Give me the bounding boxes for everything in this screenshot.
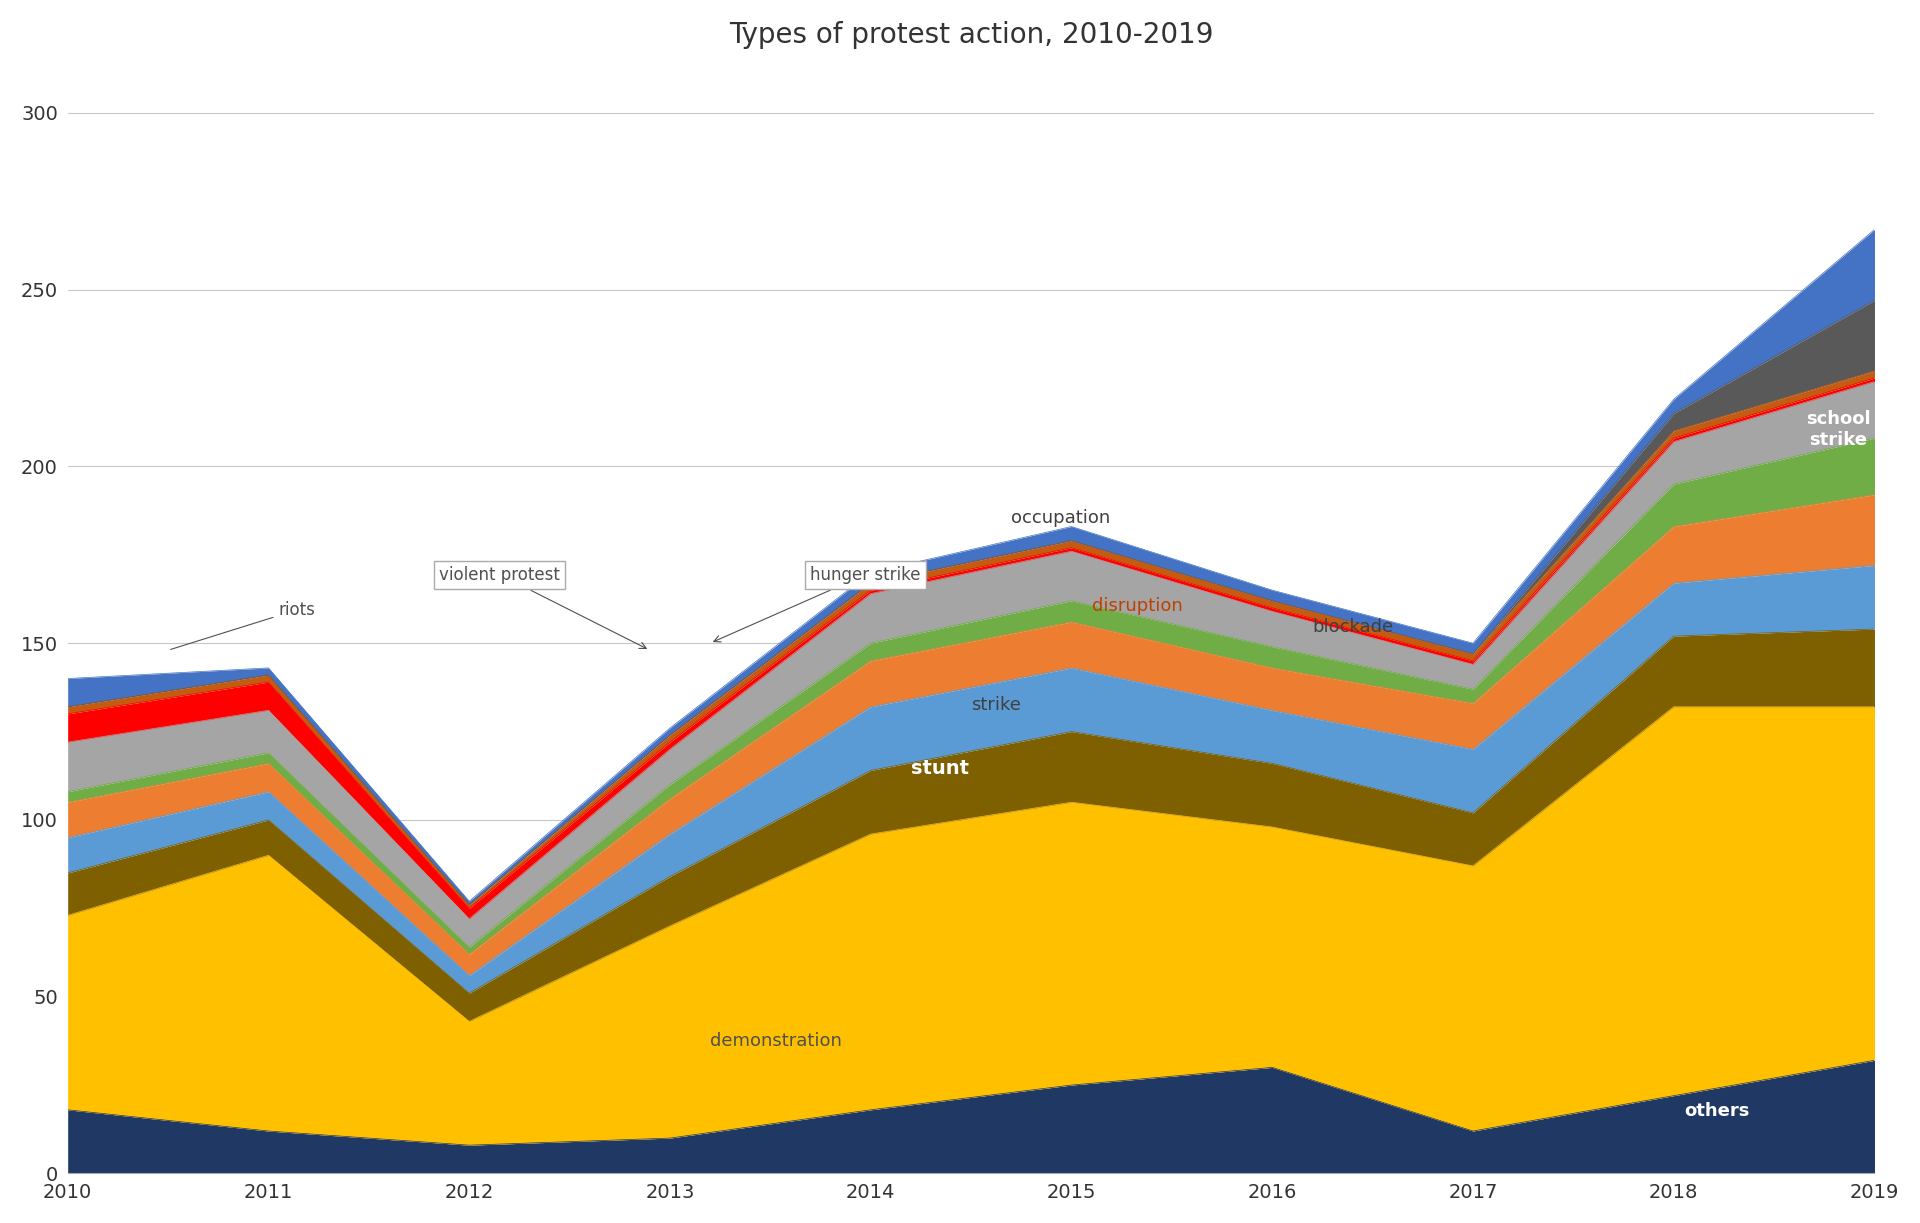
Title: Types of protest action, 2010-2019: Types of protest action, 2010-2019: [730, 21, 1213, 49]
Text: stunt: stunt: [910, 758, 970, 778]
Text: hunger strike: hunger strike: [714, 565, 922, 642]
Text: strike: strike: [972, 696, 1021, 714]
Text: demonstration: demonstration: [710, 1032, 843, 1049]
Text: school
strike: school strike: [1807, 410, 1870, 449]
Text: riots: riots: [171, 600, 315, 649]
Text: blockade: blockade: [1313, 618, 1394, 636]
Text: others: others: [1684, 1102, 1749, 1120]
Text: violent protest: violent protest: [440, 565, 647, 648]
Text: disruption: disruption: [1092, 597, 1183, 615]
Text: occupation: occupation: [1012, 509, 1110, 527]
